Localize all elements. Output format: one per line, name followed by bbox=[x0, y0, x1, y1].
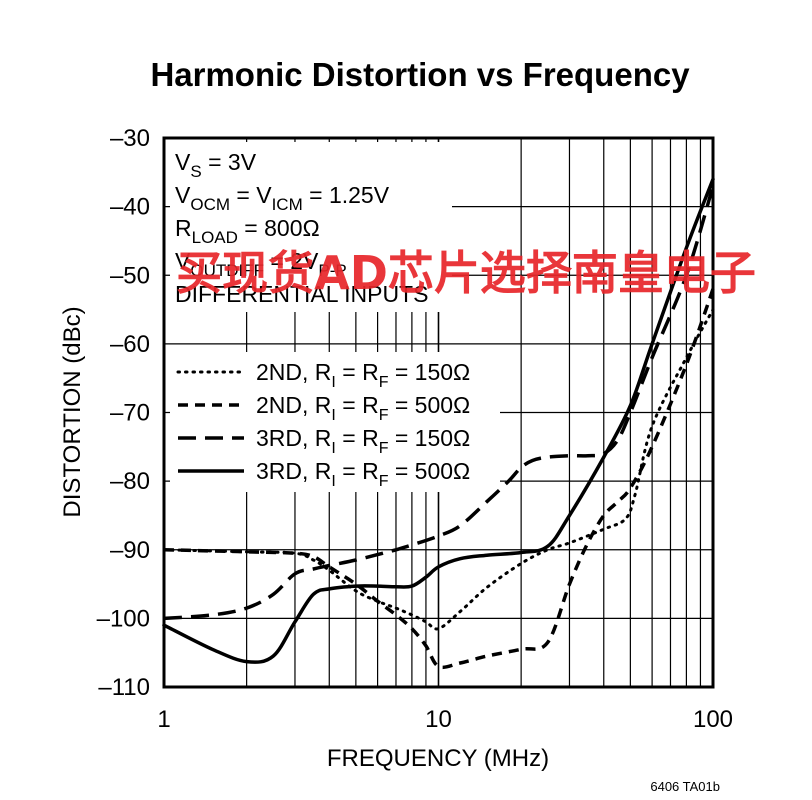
y-tick-label: –100 bbox=[97, 605, 150, 632]
legend-label-3rd-150: 3RD, RI = RF = 150Ω bbox=[256, 425, 470, 457]
series-line-2 bbox=[163, 288, 715, 670]
y-tick-label: –60 bbox=[110, 331, 150, 358]
y-tick-label: –40 bbox=[110, 194, 150, 221]
y-axis-label: DISTORTION (dBc) bbox=[59, 306, 86, 517]
legend-label-2nd-500: 2ND, RI = RF = 500Ω bbox=[256, 392, 470, 424]
y-tick-label: –30 bbox=[110, 125, 150, 152]
condition-vocm: VOCM = VICM = 1.25V bbox=[175, 182, 390, 214]
y-tick-label: –70 bbox=[110, 400, 150, 427]
legend-background bbox=[170, 352, 500, 492]
y-tick-label: –110 bbox=[98, 674, 150, 701]
chart-title: Harmonic Distortion vs Frequency bbox=[150, 56, 690, 93]
condition-rload: RLOAD = 800Ω bbox=[175, 215, 320, 247]
x-tick-label: 100 bbox=[693, 706, 733, 733]
condition-inputs: DIFFERENTIAL INPUTS bbox=[175, 281, 428, 307]
legend-label-3rd-500: 3RD, RI = RF = 500Ω bbox=[256, 458, 470, 490]
conditions-block: VS = 3V VOCM = VICM = 1.25V RLOAD = 800Ω… bbox=[170, 142, 452, 312]
series-line-1 bbox=[162, 308, 715, 631]
x-tick-labels: 1 10 100 bbox=[157, 706, 733, 733]
x-tick-label: 10 bbox=[425, 706, 452, 733]
series-line-4 bbox=[162, 177, 715, 664]
x-tick-label: 1 bbox=[157, 706, 170, 733]
conditions-background bbox=[170, 142, 452, 312]
condition-vs: VS = 3V bbox=[175, 149, 257, 181]
figure-code: 6406 TA01b bbox=[650, 779, 720, 794]
watermark: 买现货AD芯片选择南皇电子 bbox=[176, 246, 756, 300]
condition-voutdiff: VOUTDIFF = 2VP-P bbox=[175, 248, 347, 280]
x-axis-label: FREQUENCY (MHz) bbox=[327, 745, 549, 772]
legend-label-2nd-150: 2ND, RI = RF = 150Ω bbox=[256, 359, 470, 391]
series-line-3 bbox=[163, 185, 715, 621]
series-lines bbox=[162, 177, 715, 670]
y-tick-label: –50 bbox=[110, 262, 150, 289]
plot-frame bbox=[162, 136, 715, 689]
y-tick-labels: –30 –40 –50 –60 –70 –80 –90 –100 –110 bbox=[97, 125, 150, 701]
y-tick-label: –90 bbox=[110, 537, 150, 564]
legend: 2ND, RI = RF = 150Ω 2ND, RI = RF = 500Ω … bbox=[170, 352, 500, 492]
y-tick-label: –80 bbox=[110, 468, 150, 495]
